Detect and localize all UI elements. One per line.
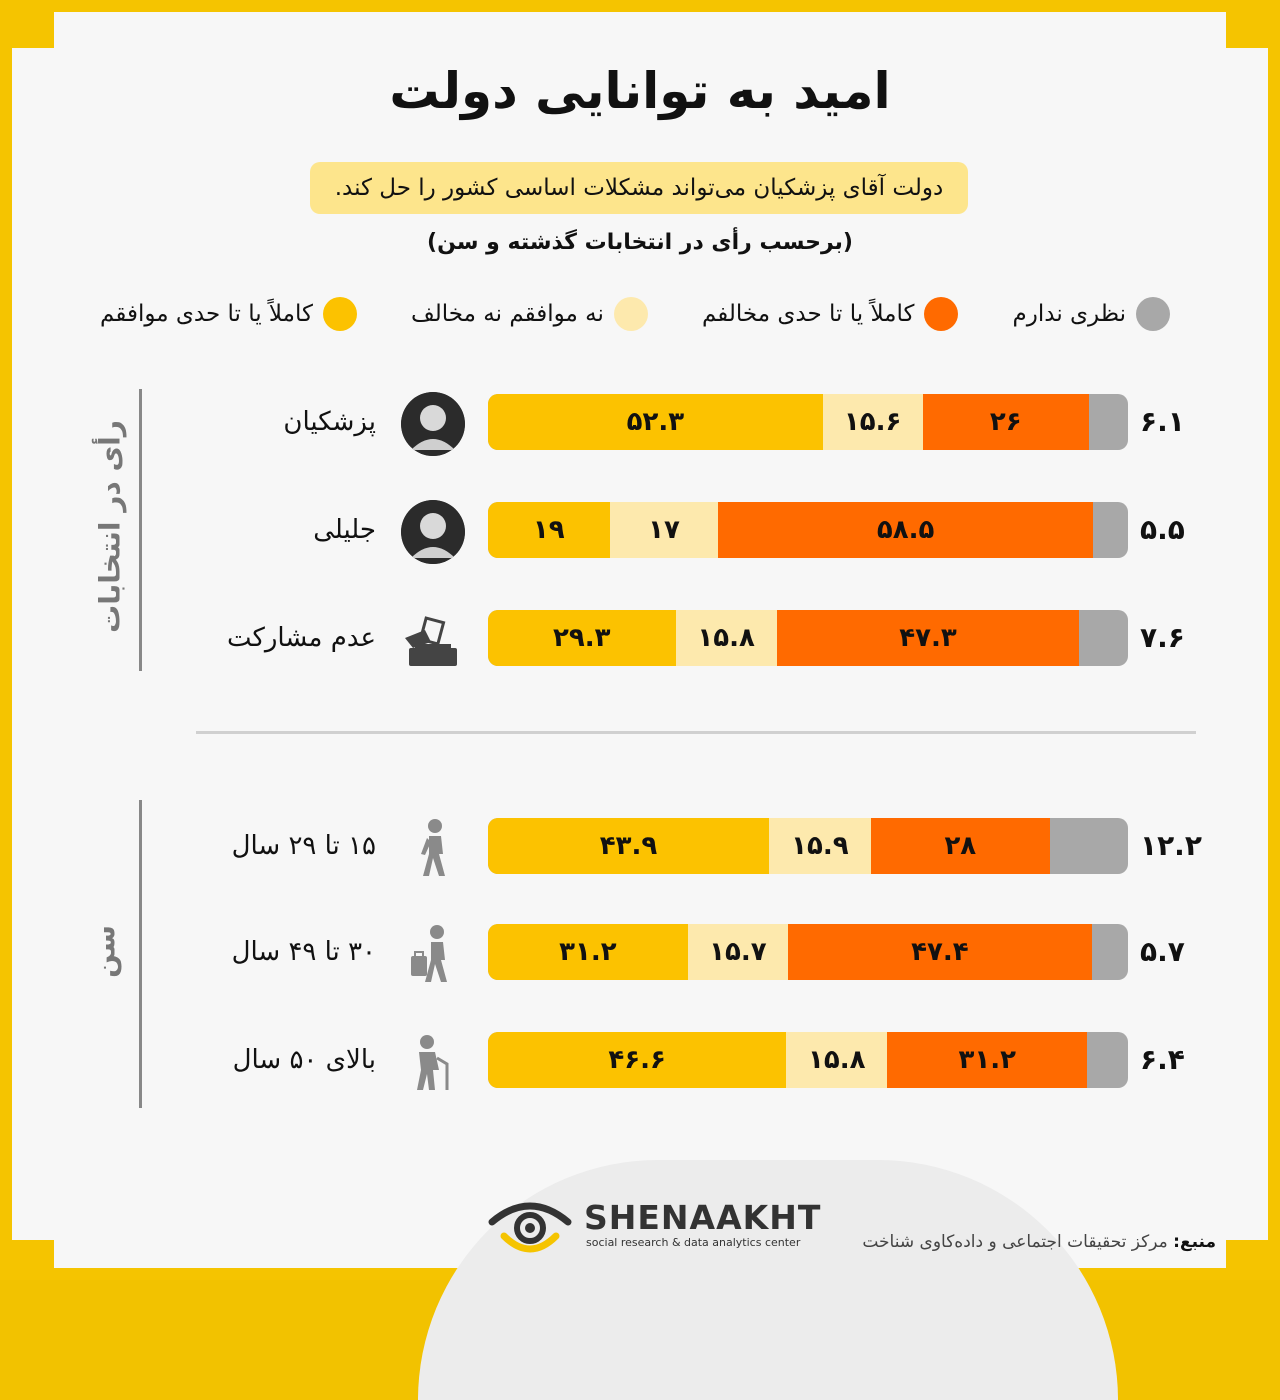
row-label: جلیلی <box>313 502 376 558</box>
bar-segment-neutral: ۱۵.۸ <box>676 610 777 666</box>
bar-segment-agree: ۱۹ <box>488 502 610 558</box>
bar-segment-neutral: ۱۵.۷ <box>688 924 788 980</box>
bar-segment-disagree: ۳۱.۲ <box>887 1032 1087 1088</box>
bar-segment-disagree: ۴۷.۳ <box>777 610 1080 666</box>
bar-segment-disagree: ۴۷.۴ <box>788 924 1091 980</box>
section-divider <box>196 731 1196 734</box>
bar-segment-agree: ۴۳.۹ <box>488 818 769 874</box>
chart-title: امید به توانایی دولت <box>0 62 1280 120</box>
legend-label: نظری ندارم <box>1013 301 1126 327</box>
elderly-person-icon <box>401 1030 465 1094</box>
row-label: ۱۵ تا ۲۹ سال <box>232 818 376 874</box>
chart-subtitle: دولت آقای پزشکیان می‌تواند مشکلات اساسی … <box>310 162 968 214</box>
bar-segment-neutral: ۱۷ <box>610 502 719 558</box>
no-opinion-value: ۷.۶ <box>1140 610 1185 666</box>
no-opinion-value: ۱۲.۲ <box>1140 818 1202 874</box>
legend-item: نه موافقم نه مخالف <box>411 297 648 331</box>
portrait-icon <box>401 500 465 564</box>
no-opinion-value: ۶.۴ <box>1140 1032 1185 1088</box>
legend-label: کاملاً یا تا حدی مخالفم <box>702 301 914 327</box>
bar-segment-agree: ۲۹.۳ <box>488 610 676 666</box>
bar-segment-neutral: ۱۵.۶ <box>823 394 923 450</box>
row-label: ۳۰ تا ۴۹ سال <box>232 924 376 980</box>
legend-label: نه موافقم نه مخالف <box>411 301 604 327</box>
corner-decoration <box>12 12 54 48</box>
bar-segment-disagree: ۲۸ <box>871 818 1050 874</box>
logo-wordmark: SHENAAKHT <box>584 1198 821 1237</box>
source-credit: منبع: مرکز تحقیقات اجتماعی و داده‌کاوی ش… <box>862 1232 1216 1252</box>
source-text: مرکز تحقیقات اجتماعی و داده‌کاوی شناخت <box>862 1232 1173 1252</box>
corner-decoration <box>12 1240 54 1268</box>
legend-swatch <box>924 297 958 331</box>
bar-segment-neutral: ۱۵.۸ <box>786 1032 887 1088</box>
eye-logo-icon <box>488 1192 572 1260</box>
legend-label: کاملاً یا تا حدی موافقم <box>100 301 313 327</box>
chart-note: (برحسب رأی در انتخابات گذشته و سن) <box>0 230 1280 255</box>
legend-item: کاملاً یا تا حدی مخالفم <box>702 297 958 331</box>
bar-segment-disagree: ۵۸.۵ <box>718 502 1092 558</box>
walking-person-icon <box>401 816 465 880</box>
legend-swatch <box>1136 297 1170 331</box>
bar-segment-neutral: ۱۵.۹ <box>769 818 871 874</box>
bar-segment-agree: ۳۱.۲ <box>488 924 688 980</box>
legend-swatch <box>614 297 648 331</box>
legend-swatch <box>323 297 357 331</box>
person-with-bag-icon <box>401 922 465 986</box>
row-label: پزشکیان <box>283 394 376 450</box>
legend-item: کاملاً یا تا حدی موافقم <box>100 297 357 331</box>
portrait-icon <box>401 392 465 456</box>
bar-segment-disagree: ۲۶ <box>923 394 1089 450</box>
logo-tagline: social research & data analytics center <box>586 1236 800 1249</box>
corner-decoration <box>1226 12 1268 48</box>
bar-segment-agree: ۵۲.۳ <box>488 394 823 450</box>
ballot-box-icon <box>401 608 465 672</box>
row-label: عدم مشارکت <box>227 610 376 666</box>
legend: نظری ندارم کاملاً یا تا حدی مخالفم نه مو… <box>100 292 1170 336</box>
no-opinion-value: ۵.۵ <box>1140 502 1185 558</box>
bar-segment-agree: ۴۶.۶ <box>488 1032 786 1088</box>
no-opinion-value: ۵.۷ <box>1140 924 1185 980</box>
source-label: منبع: <box>1173 1232 1216 1252</box>
corner-decoration <box>1226 1240 1268 1268</box>
legend-item: نظری ندارم <box>1013 297 1170 331</box>
row-label: بالای ۵۰ سال <box>233 1032 376 1088</box>
no-opinion-value: ۶.۱ <box>1140 394 1185 450</box>
